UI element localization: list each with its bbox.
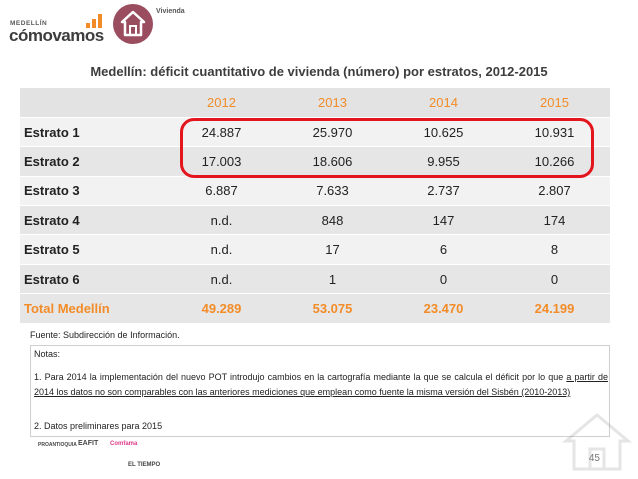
- table-row: Estrato 5 n.d. 17 6 8: [20, 234, 610, 265]
- table-cell: 2.737: [388, 176, 499, 207]
- table-cell: 0: [388, 264, 499, 295]
- table-cell: n.d.: [166, 234, 277, 265]
- total-cell: 49.289: [166, 293, 277, 324]
- total-cell: 23.470: [388, 293, 499, 324]
- sponsor-logos: PROANTIOQUIA EAFIT Comfama EL TIEMPO: [38, 438, 188, 474]
- logo-brand-top: MEDELLÍN: [10, 20, 48, 27]
- sponsor-logo: EAFIT: [78, 440, 99, 447]
- table-cell: 1: [277, 264, 388, 295]
- highlight-box-estratos-1-2: [180, 118, 594, 178]
- row-label: Estrato 1: [20, 117, 166, 148]
- table-cell: n.d.: [166, 205, 277, 236]
- total-cell: 53.075: [277, 293, 388, 324]
- table-row: Estrato 3 6.887 7.633 2.737 2.807: [20, 176, 610, 207]
- table-row: Estrato 4 n.d. 848 147 174: [20, 205, 610, 236]
- table-cell: 147: [388, 205, 499, 236]
- sponsor-logo: EL TIEMPO: [128, 462, 161, 468]
- table-header-row: 2012 2013 2014 2015: [20, 88, 610, 118]
- table-cell: 18.606: [277, 146, 388, 177]
- house-icon: [113, 4, 153, 44]
- notes-label: Notas:: [34, 349, 61, 359]
- table-cell: 10.625: [388, 117, 499, 148]
- row-label: Estrato 6: [20, 264, 166, 295]
- note-2: 2. Datos preliminares para 2015: [34, 421, 163, 431]
- note-1-text: 1. Para 2014 la implementación del nuevo…: [34, 372, 567, 382]
- table-cell: 0: [499, 264, 610, 295]
- table-cell: 848: [277, 205, 388, 236]
- table-row: Estrato 6 n.d. 1 0 0: [20, 264, 610, 295]
- logo-brand-main: cómovamos: [9, 26, 104, 45]
- table-cell: 6.887: [166, 176, 277, 207]
- medellin-como-vamos-logo: MEDELLÍN cómovamos: [8, 8, 108, 50]
- note-1: 1. Para 2014 la implementación del nuevo…: [34, 370, 608, 400]
- row-label: Estrato 2: [20, 146, 166, 177]
- sponsor-logo: PROANTIOQUIA: [38, 442, 77, 448]
- table-cell: 2.807: [499, 176, 610, 207]
- column-header: 2013: [277, 88, 388, 118]
- table-total-row: Total Medellín 49.289 53.075 23.470 24.1…: [20, 293, 610, 324]
- notes-box: Notas: 1. Para 2014 la implementación de…: [30, 345, 610, 437]
- total-cell: 24.199: [499, 293, 610, 324]
- table-header-blank: [20, 88, 166, 118]
- page-number: 45: [588, 453, 600, 464]
- table-cell: n.d.: [166, 264, 277, 295]
- row-label: Estrato 3: [20, 176, 166, 207]
- deficit-table: 2012 2013 2014 2015 Estrato 1 24.887 25.…: [20, 88, 610, 324]
- table-cell: 7.633: [277, 176, 388, 207]
- house-watermark-icon: [562, 413, 632, 471]
- sponsor-logo: Comfama: [110, 441, 138, 447]
- table-cell: 9.955: [388, 146, 499, 177]
- row-label: Estrato 4: [20, 205, 166, 236]
- column-header: 2014: [388, 88, 499, 118]
- note-1-underlined: a partir de 2014 los datos no son compar…: [34, 372, 608, 397]
- table-cell: 8: [499, 234, 610, 265]
- table-cell: 25.970: [277, 117, 388, 148]
- table-cell: 6: [388, 234, 499, 265]
- table-cell: 174: [499, 205, 610, 236]
- section-badge: Vivienda: [110, 0, 185, 48]
- row-label: Estrato 5: [20, 234, 166, 265]
- row-label-total: Total Medellín: [20, 293, 166, 324]
- table-cell: 17: [277, 234, 388, 265]
- column-header: 2012: [166, 88, 277, 118]
- source-text: Fuente: Subdirección de Información.: [30, 330, 180, 340]
- page-title: Medellín: déficit cuantitativo de vivien…: [90, 64, 548, 79]
- column-header: 2015: [499, 88, 610, 118]
- bar-chart-icon: [86, 14, 106, 28]
- section-label: Vivienda: [156, 8, 185, 15]
